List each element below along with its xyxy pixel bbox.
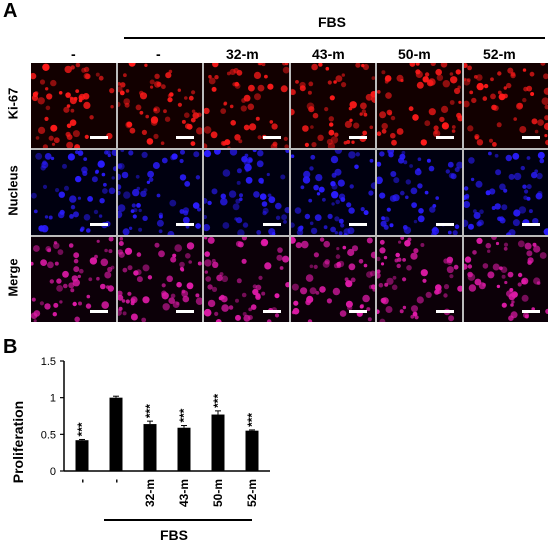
cell-nuclei-pattern [290, 150, 375, 235]
panel-b-letter: B [3, 336, 18, 358]
fbs-bracket-top [124, 37, 545, 39]
x-tick-label: - [109, 479, 123, 483]
bar [245, 430, 259, 471]
scale-bar [522, 136, 540, 139]
image-tile-r2-c3 [204, 150, 289, 235]
significance-label: *** [143, 404, 157, 418]
image-tile-r1-c5 [377, 63, 462, 148]
scale-bar [89, 310, 108, 313]
cell-nuclei-pattern [290, 63, 375, 148]
cell-nuclei-pattern [204, 63, 289, 148]
x-tick-label: - [75, 479, 89, 483]
row-label-ki67: Ki-67 [5, 87, 21, 120]
significance-label: *** [75, 422, 89, 436]
bar [177, 427, 191, 471]
significance-label: *** [211, 394, 225, 408]
scale-bar [349, 310, 367, 313]
image-tile-r3-c2 [117, 237, 202, 322]
cell-nuclei-pattern [31, 237, 115, 322]
fbs-bracket-bottom [104, 519, 252, 521]
column-label-3: 32-m [226, 46, 259, 62]
cell-nuclei-pattern [117, 150, 201, 235]
scale-bar [522, 223, 540, 226]
scale-bar [435, 136, 454, 139]
row-label-merge: Merge [5, 258, 21, 297]
row-label-nucleus: Nucleus [5, 165, 21, 216]
cell-nuclei-pattern [290, 237, 375, 322]
image-tile-r1-c6 [463, 63, 548, 148]
cell-nuclei-pattern [117, 63, 202, 146]
scale-bar [349, 223, 367, 226]
cell-nuclei-pattern [463, 63, 548, 147]
bar [109, 397, 123, 471]
scale-bar [349, 136, 367, 139]
cell-nuclei-pattern [377, 237, 462, 322]
scale-bar [176, 310, 194, 313]
image-tile-r3-c5 [377, 237, 462, 322]
scale-bar [89, 136, 108, 139]
cell-nuclei-pattern [117, 237, 202, 322]
image-tile-r1-c2 [117, 63, 202, 148]
image-tile-r2-c5 [377, 150, 462, 235]
y-axis-label: Proliferation [10, 401, 26, 483]
y-tick-label: 1 [50, 393, 56, 405]
scale-bar [262, 310, 281, 313]
image-tile-r3-c1 [31, 237, 116, 322]
image-tile-r2-c4 [290, 150, 375, 235]
fbs-label-bottom: FBS [160, 527, 188, 543]
column-label-6: 52-m [483, 46, 516, 62]
panel-a-letter: A [3, 0, 18, 22]
bar [211, 414, 225, 471]
x-tick-label: 32-m [143, 479, 157, 507]
image-tile-r2-c6 [463, 150, 548, 235]
image-tile-r2-c2 [117, 150, 202, 235]
significance-label: *** [245, 413, 259, 427]
scale-bar [522, 310, 540, 313]
microscopy-image-grid [31, 63, 548, 322]
cell-nuclei-pattern [377, 150, 462, 235]
column-label-1: - [71, 46, 76, 62]
image-tile-r1-c4 [290, 63, 375, 148]
cell-nuclei-pattern [463, 151, 548, 235]
column-label-5: 50-m [398, 46, 431, 62]
proliferation-bar-chart: Proliferation 0 0.5 1 1.5 *** - - *** 32-m *** 43… [10, 356, 270, 507]
y-tick-label: 1.5 [41, 356, 56, 368]
bar [75, 440, 89, 471]
x-tick-label: 52-m [245, 479, 259, 507]
cell-nuclei-pattern [377, 63, 462, 146]
cell-nuclei-pattern [463, 237, 548, 321]
y-tick-label: 0.5 [41, 429, 56, 441]
scale-bar [89, 223, 108, 226]
scale-bar [176, 223, 194, 226]
scale-bar [262, 223, 281, 226]
image-tile-r3-c3 [204, 237, 289, 322]
y-tick-label: 0 [50, 466, 56, 478]
image-tile-r2-c1 [31, 150, 116, 235]
cell-nuclei-pattern [204, 150, 289, 235]
image-tile-r3-c4 [290, 237, 375, 322]
scale-bar [435, 310, 454, 313]
significance-label: *** [177, 408, 191, 422]
scale-bar [176, 136, 194, 139]
column-label-4: 43-m [312, 46, 345, 62]
bar [143, 424, 157, 471]
column-label-2: - [156, 46, 161, 62]
scale-bar [435, 223, 454, 226]
image-tile-r1-c1 [31, 63, 116, 148]
x-tick-label: 50-m [211, 479, 225, 507]
image-tile-r3-c6 [463, 237, 548, 322]
fbs-label-top: FBS [318, 14, 346, 30]
scale-bar [262, 136, 281, 139]
x-tick-label: 43-m [177, 479, 191, 507]
image-tile-r1-c3 [204, 63, 289, 148]
cell-nuclei-pattern [31, 63, 115, 148]
